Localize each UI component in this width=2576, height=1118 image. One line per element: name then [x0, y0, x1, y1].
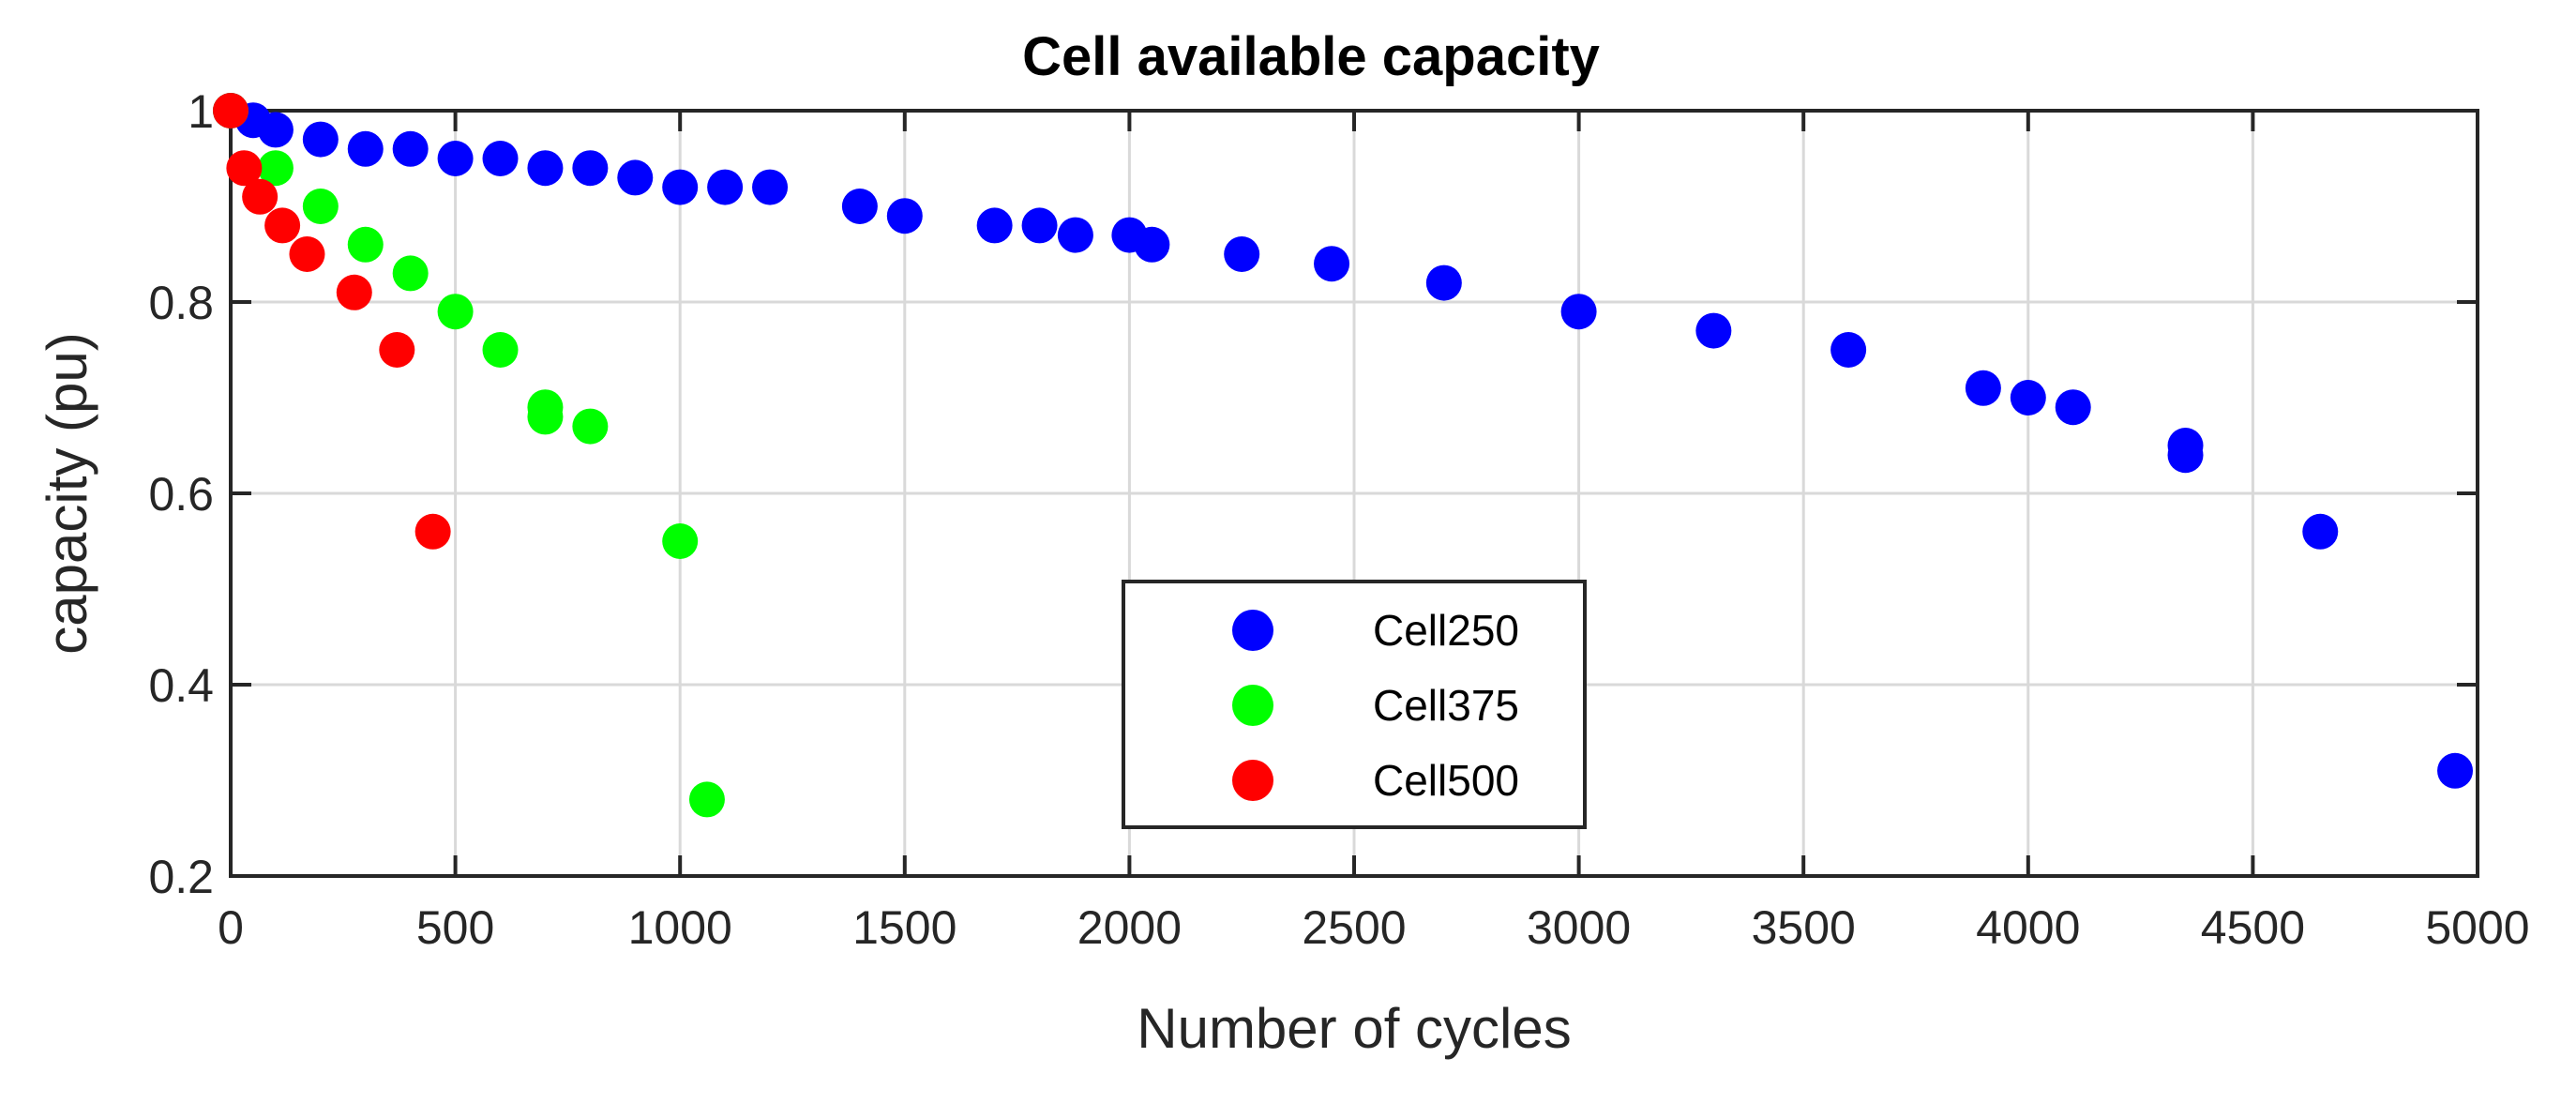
x-tick-label: 2000: [1077, 901, 1182, 954]
point-layer: [213, 93, 2474, 818]
point-cell250: [1314, 246, 1350, 282]
point-cell375: [347, 226, 384, 263]
x-tick-label: 1000: [628, 901, 732, 954]
point-cell250: [662, 169, 699, 205]
x-tick-label: 1500: [852, 901, 957, 954]
x-tick-label: 0: [218, 901, 244, 954]
point-cell250: [976, 207, 1013, 244]
point-cell500: [213, 93, 249, 128]
y-tick-label: 1: [188, 85, 214, 138]
x-tick-label: 4500: [2201, 901, 2305, 954]
point-cell250: [1425, 264, 1462, 301]
point-cell250: [1560, 294, 1597, 330]
x-axis-label: Number of cycles: [1137, 997, 1571, 1060]
point-cell250: [1830, 332, 1867, 368]
legend-box: [1122, 580, 1587, 829]
point-cell250: [257, 112, 294, 148]
point-cell250: [617, 159, 654, 196]
x-tick-label: 5000: [2425, 901, 2529, 954]
point-cell500: [226, 150, 263, 187]
legend-marker-cell250: [1232, 610, 1273, 651]
point-cell250: [1695, 312, 1732, 349]
legend: Cell250 Cell375 Cell500: [1122, 580, 1587, 829]
point-cell250: [1021, 207, 1058, 244]
point-cell250: [2167, 437, 2204, 474]
legend-label-cell375: Cell375: [1373, 681, 1519, 730]
x-tick-label: 2500: [1302, 901, 1406, 954]
y-axis-label: capacity (pu): [36, 332, 98, 654]
point-cell250: [752, 169, 789, 205]
grid-layer: [231, 111, 2478, 876]
point-cell250: [347, 130, 384, 167]
point-cell250: [482, 141, 519, 176]
point-cell250: [841, 189, 878, 224]
point-cell375: [392, 255, 429, 292]
point-cell500: [336, 274, 372, 310]
point-cell375: [257, 150, 294, 187]
point-cell500: [379, 332, 415, 368]
point-cell375: [482, 332, 519, 368]
point-cell375: [527, 399, 564, 435]
point-cell375: [437, 294, 474, 330]
point-cell250: [437, 141, 474, 176]
y-tick-label: 0.6: [148, 468, 214, 521]
x-tick-label: 4000: [1976, 901, 2080, 954]
y-tick-label: 0.2: [148, 851, 214, 903]
x-tick-label: 3000: [1527, 901, 1631, 954]
legend-label-cell250: Cell250: [1373, 606, 1519, 655]
point-cell250: [2010, 380, 2046, 415]
point-cell250: [527, 150, 564, 187]
legend-marker-cell500: [1232, 760, 1273, 801]
point-cell500: [264, 207, 301, 244]
point-cell500: [242, 178, 279, 215]
point-cell375: [688, 781, 725, 818]
point-cell250: [707, 169, 744, 205]
point-cell250: [2055, 389, 2091, 426]
legend-marker-cell375: [1232, 685, 1273, 726]
x-tick-label: 3500: [1752, 901, 1856, 954]
point-cell250: [392, 130, 429, 167]
x-tick-label: 500: [416, 901, 494, 954]
point-cell375: [662, 523, 699, 559]
point-cell250: [1134, 226, 1170, 263]
legend-label-cell500: Cell500: [1373, 756, 1519, 805]
point-cell250: [1965, 370, 2001, 406]
point-cell250: [302, 121, 339, 158]
point-cell500: [289, 236, 325, 272]
y-tick-label: 0.4: [148, 659, 214, 712]
point-cell250: [572, 150, 609, 187]
point-cell250: [2437, 752, 2474, 789]
point-cell375: [302, 189, 339, 224]
chart-title: Cell available capacity: [1022, 26, 1600, 87]
point-cell250: [1057, 217, 1093, 253]
point-cell250: [2302, 513, 2339, 550]
y-tick-label: 0.8: [148, 277, 214, 329]
point-cell375: [572, 408, 609, 445]
point-cell500: [414, 513, 451, 550]
point-cell250: [1224, 236, 1260, 272]
tick-layer: 0 500 1000 1500 2000 2500 3000 3500 4000 4500 5000…: [148, 85, 2529, 954]
point-cell250: [886, 198, 923, 234]
